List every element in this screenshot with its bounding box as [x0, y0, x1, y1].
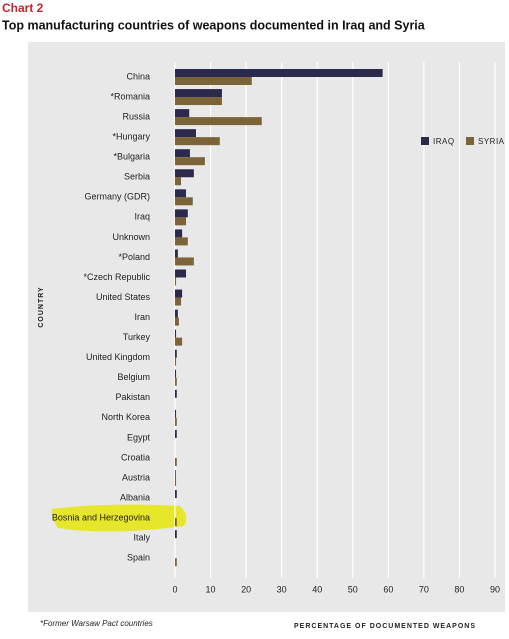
legend-label: SYRIA [478, 137, 505, 146]
bar [175, 329, 177, 338]
chart-title: Top manufacturing countries of weapons d… [2, 18, 426, 32]
y-tick-label: Bosnia and Herzegovina [52, 512, 150, 522]
x-tick-label: 40 [312, 584, 322, 594]
y-tick-label: Iran [134, 312, 150, 322]
bar [175, 377, 177, 386]
bar [175, 530, 177, 539]
bar [175, 417, 177, 426]
bar [175, 189, 187, 198]
x-tick-label: 20 [241, 584, 251, 594]
y-tick-label: Germany (GDR) [84, 192, 150, 202]
y-tick-label: *Bulgaria [113, 152, 150, 162]
bar [175, 229, 183, 238]
y-tick-label: North Korea [101, 412, 150, 422]
y-tick-label: Serbia [124, 172, 150, 182]
legend-label: IRAQ [433, 137, 455, 146]
x-tick-label: 50 [348, 584, 358, 594]
y-tick-label: *Romania [110, 91, 150, 101]
bar [175, 177, 182, 186]
y-axis-label: COUNTRY [38, 286, 45, 327]
highlight [51, 504, 187, 532]
bar [175, 257, 194, 266]
chart-kicker: Chart 2 [2, 1, 44, 15]
y-tick-label: Austria [122, 472, 150, 482]
y-tick-label: Pakistan [115, 392, 150, 402]
bar [175, 129, 196, 138]
y-tick-label: Albania [120, 492, 150, 502]
bar [175, 237, 188, 246]
x-tick-label: 10 [206, 584, 216, 594]
bar [175, 478, 177, 486]
legend-swatch [466, 137, 474, 145]
y-tick-label: United Kingdom [86, 352, 150, 362]
bar [175, 558, 177, 567]
x-tick-label: 0 [172, 584, 177, 594]
x-tick-label: 90 [490, 584, 500, 594]
bar [175, 389, 177, 398]
bar [175, 269, 187, 278]
bar [175, 109, 190, 118]
bar [175, 209, 188, 218]
bar [175, 197, 193, 206]
bar [175, 357, 177, 366]
bar [175, 217, 187, 226]
bar [175, 97, 222, 106]
bar [175, 117, 262, 126]
y-tick-label: Russia [122, 111, 150, 121]
bar [175, 249, 178, 258]
y-tick-label: Egypt [127, 432, 151, 442]
bar [175, 277, 177, 286]
bar [175, 349, 177, 358]
y-tick-label: *Poland [118, 252, 150, 262]
bar [175, 457, 177, 466]
bar [175, 429, 177, 438]
x-axis-label: PERCENTAGE OF DOCUMENTED WEAPONS [294, 623, 476, 630]
y-tick-label: Belgium [117, 372, 150, 382]
y-tick-label: China [126, 71, 150, 81]
bar [175, 77, 252, 85]
y-tick-label: *Czech Republic [83, 272, 150, 282]
y-tick-label: Italy [133, 533, 150, 543]
y-tick-label: *Hungary [112, 132, 150, 142]
bar [175, 470, 176, 478]
bar [175, 518, 177, 527]
bar [175, 490, 177, 499]
bar [175, 297, 182, 306]
y-tick-label: Spain [127, 553, 150, 563]
y-tick-label: Unknown [112, 232, 150, 242]
y-tick-label: United States [96, 292, 151, 302]
bar [175, 169, 194, 178]
y-tick-label: Iraq [134, 212, 150, 222]
x-tick-label: 60 [383, 584, 393, 594]
x-tick-label: 70 [419, 584, 429, 594]
bar [175, 149, 190, 158]
bar [175, 289, 183, 298]
bar [175, 369, 177, 378]
bar [175, 337, 183, 346]
bar [175, 409, 177, 418]
bar [175, 137, 220, 146]
bar [175, 309, 178, 318]
bar [175, 69, 383, 77]
y-tick-label: Turkey [123, 332, 151, 342]
y-tick-label: Croatia [121, 452, 150, 462]
legend-swatch [421, 137, 429, 145]
bar [175, 317, 179, 326]
footnote: *Former Warsaw Pact countries [40, 619, 153, 628]
bar [175, 89, 222, 98]
bar [175, 157, 205, 166]
x-tick-label: 80 [454, 584, 464, 594]
x-tick-label: 30 [277, 584, 287, 594]
